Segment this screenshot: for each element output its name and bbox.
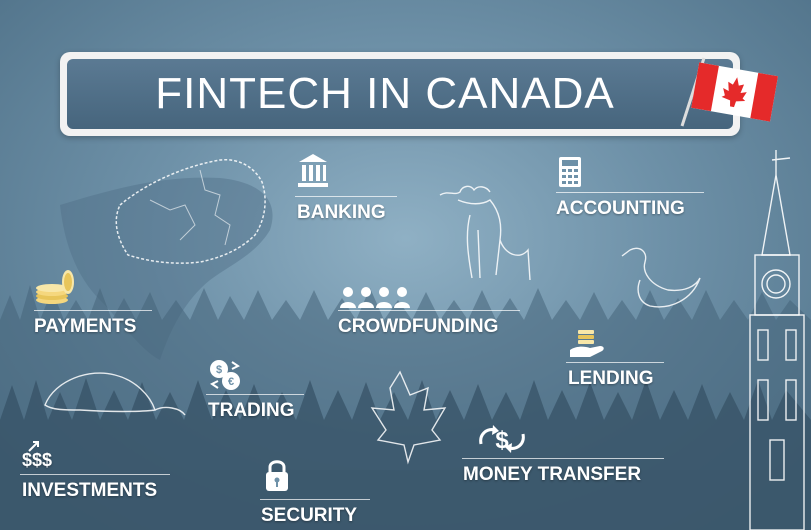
svg-text:$: $ xyxy=(216,364,222,376)
banking-rule xyxy=(295,196,397,197)
payments-rule xyxy=(34,310,152,311)
crowdfunding-rule xyxy=(338,310,520,311)
bank-icon xyxy=(298,154,328,187)
security-rule xyxy=(260,499,370,500)
currency-exchange-icon: $ € xyxy=(210,360,240,390)
svg-text:€: € xyxy=(228,376,234,388)
growth-arrow-icon xyxy=(28,441,39,452)
svg-text:$: $ xyxy=(495,427,509,454)
people-group-icon xyxy=(340,287,410,308)
money-transfer-icon: $ xyxy=(479,425,525,454)
category-trading: TRADING xyxy=(208,400,295,421)
title-banner: FINTECH IN CANADA xyxy=(60,52,740,136)
hand-money-icon xyxy=(570,330,604,357)
category-security: SECURITY xyxy=(261,505,358,526)
category-lending: LENDING xyxy=(568,368,654,389)
canada-outline xyxy=(115,159,266,264)
category-accounting: ACCOUNTING xyxy=(556,198,685,219)
lending-rule xyxy=(566,362,664,363)
investments-dollars-icon: $$$ xyxy=(22,450,53,470)
accounting-rule xyxy=(556,192,704,193)
category-payments: PAYMENTS xyxy=(34,316,137,337)
investments-rule xyxy=(20,474,170,475)
canada-flag-icon xyxy=(680,57,778,127)
category-banking: BANKING xyxy=(297,202,386,223)
peace-tower-outline xyxy=(749,150,805,530)
goose-outline xyxy=(621,247,701,308)
moose-outline xyxy=(439,185,531,281)
trading-rule xyxy=(206,394,304,395)
north-america-map xyxy=(60,177,273,360)
padlock-icon xyxy=(266,460,288,491)
coins-icon xyxy=(36,270,74,304)
maple-leaf-outline xyxy=(370,370,447,465)
beaver-outline xyxy=(44,372,186,416)
money-transfer-rule xyxy=(462,458,664,459)
page-title: FINTECH IN CANADA xyxy=(155,69,615,118)
category-crowdfunding: CROWDFUNDING xyxy=(338,316,499,337)
category-investments: INVESTMENTS xyxy=(22,480,158,501)
calculator-icon xyxy=(559,157,581,187)
category-money-transfer: MONEY TRANSFER xyxy=(463,464,642,485)
